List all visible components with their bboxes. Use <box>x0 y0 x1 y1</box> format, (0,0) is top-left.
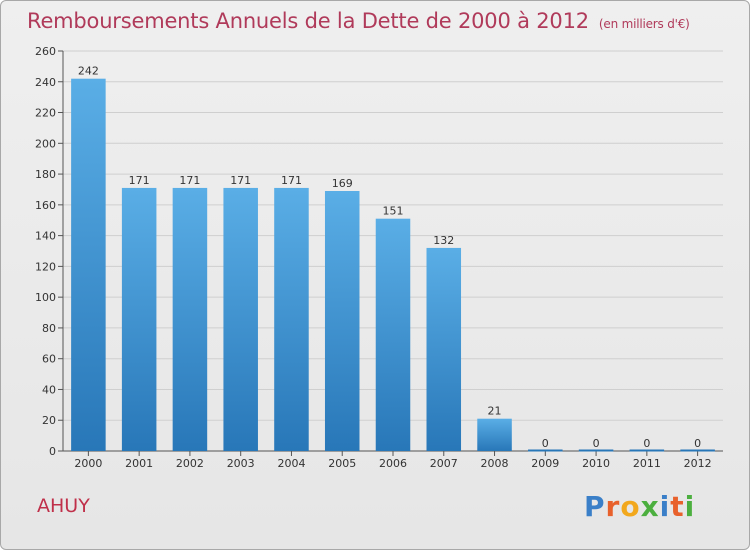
logo-letter: r <box>605 490 621 523</box>
y-tick-label: 0 <box>49 445 56 458</box>
data-label: 0 <box>593 437 600 450</box>
labels: 0 20 40 60 80 100 120 140 160 180 200 220 240 260 2000… <box>35 45 712 470</box>
x-tick-label: 2011 <box>633 457 661 470</box>
chart-title-text: Remboursements Annuels de la Dette de 20… <box>27 9 589 33</box>
y-tick-label: 120 <box>35 260 56 273</box>
data-label: 21 <box>488 405 502 418</box>
commune-name: AHUY <box>37 495 90 517</box>
x-tick-label: 2010 <box>582 457 610 470</box>
x-tick-label: 2004 <box>277 457 305 470</box>
x-tick-label: 2003 <box>227 457 255 470</box>
y-tick-label: 180 <box>35 168 56 181</box>
x-tick-label: 2012 <box>684 457 712 470</box>
y-tick-label: 200 <box>35 137 56 150</box>
logo-letter: o <box>620 490 641 523</box>
x-tick-label: 2005 <box>328 457 356 470</box>
y-tick-label: 140 <box>35 230 56 243</box>
x-tick-label: 2006 <box>379 457 407 470</box>
y-tick-label: 240 <box>35 76 56 89</box>
data-label: 171 <box>281 174 302 187</box>
x-tick-label: 2008 <box>481 457 509 470</box>
data-label: 171 <box>129 174 150 187</box>
x-tick-label: 2002 <box>176 457 204 470</box>
y-tick-label: 260 <box>35 45 56 58</box>
data-label: 169 <box>332 177 353 190</box>
bar-2006 <box>375 218 411 451</box>
bar-2005 <box>324 191 360 451</box>
chart-title: Remboursements Annuels de la Dette de 20… <box>27 9 690 33</box>
x-tick-label: 2009 <box>531 457 559 470</box>
y-tick-label: 40 <box>42 383 56 396</box>
data-label: 171 <box>179 174 200 187</box>
data-label: 0 <box>542 437 549 450</box>
bar-2002 <box>172 187 208 451</box>
data-label: 0 <box>694 437 701 450</box>
bar-2007 <box>426 247 462 451</box>
bars <box>71 78 715 452</box>
y-tick-label: 220 <box>35 107 56 120</box>
y-tick-label: 60 <box>42 353 56 366</box>
bar-2008 <box>477 418 512 451</box>
x-tick-label: 2000 <box>74 457 102 470</box>
bar-2001 <box>121 187 157 451</box>
data-label: 132 <box>433 234 454 247</box>
logo-letter: i <box>659 490 671 523</box>
x-tick-label: 2007 <box>430 457 458 470</box>
y-tick-label: 20 <box>42 414 56 427</box>
x-tick-label: 2001 <box>125 457 153 470</box>
chart-subtitle: (en milliers d'€) <box>598 17 690 31</box>
data-label: 0 <box>643 437 650 450</box>
bar-2004 <box>274 187 309 451</box>
data-label: 171 <box>230 174 251 187</box>
data-label: 242 <box>78 65 99 78</box>
proxiti-logo: Proxiti <box>584 490 695 523</box>
bar-2000 <box>71 78 106 451</box>
y-tick-label: 100 <box>35 291 56 304</box>
logo-letter: P <box>584 490 606 523</box>
data-label: 151 <box>383 205 404 218</box>
bar-2003 <box>223 187 258 451</box>
y-tick-label: 160 <box>35 199 56 212</box>
logo-letter: i <box>684 490 696 523</box>
logo-letter: t <box>670 490 685 523</box>
y-tick-label: 80 <box>42 322 56 335</box>
logo-letter: x <box>640 490 660 523</box>
